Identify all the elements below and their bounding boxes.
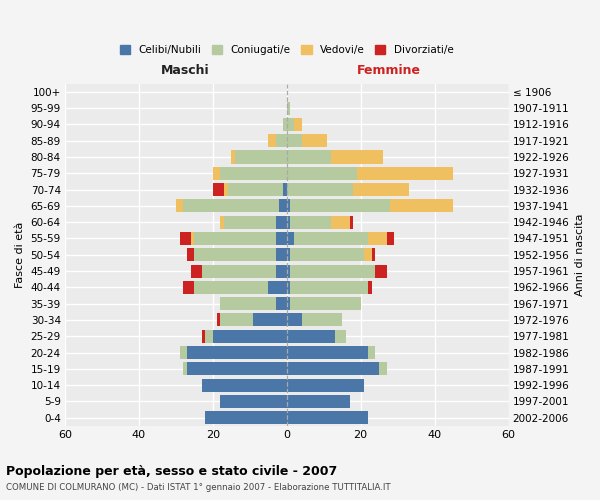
Text: Femmine: Femmine: [357, 64, 421, 77]
Bar: [372, 248, 376, 262]
Bar: [290, 281, 368, 294]
Bar: [287, 232, 294, 245]
Bar: [275, 248, 287, 262]
Bar: [287, 330, 335, 342]
Bar: [202, 378, 287, 392]
Text: Maschi: Maschi: [160, 64, 209, 77]
Bar: [187, 248, 194, 262]
Bar: [235, 150, 287, 164]
Bar: [213, 167, 220, 180]
Bar: [390, 200, 453, 212]
Bar: [202, 264, 275, 278]
Bar: [275, 297, 287, 310]
Bar: [205, 330, 213, 342]
Bar: [183, 281, 194, 294]
Bar: [191, 264, 202, 278]
Bar: [364, 248, 372, 262]
Bar: [290, 248, 364, 262]
Bar: [287, 248, 290, 262]
Bar: [287, 118, 294, 131]
Bar: [224, 183, 227, 196]
Bar: [205, 411, 287, 424]
Bar: [287, 362, 379, 376]
Bar: [232, 150, 235, 164]
Y-axis label: Anni di nascita: Anni di nascita: [575, 214, 585, 296]
Bar: [179, 232, 191, 245]
Bar: [183, 200, 280, 212]
Bar: [357, 167, 453, 180]
Bar: [194, 281, 268, 294]
Bar: [290, 200, 390, 212]
Bar: [268, 281, 287, 294]
Bar: [368, 281, 372, 294]
Bar: [187, 346, 287, 359]
Bar: [287, 411, 368, 424]
Bar: [183, 362, 187, 376]
Bar: [220, 297, 275, 310]
Bar: [287, 183, 353, 196]
Bar: [187, 362, 287, 376]
Bar: [287, 264, 290, 278]
Bar: [194, 248, 275, 262]
Bar: [220, 216, 224, 228]
Bar: [331, 150, 383, 164]
Bar: [287, 134, 302, 147]
Bar: [287, 150, 331, 164]
Bar: [220, 167, 287, 180]
Bar: [213, 183, 224, 196]
Text: COMUNE DI COLMURANO (MC) - Dati ISTAT 1° gennaio 2007 - Elaborazione TUTTITALIA.: COMUNE DI COLMURANO (MC) - Dati ISTAT 1°…: [6, 482, 391, 492]
Bar: [368, 232, 386, 245]
Legend: Celibi/Nubili, Coniugati/e, Vedovi/e, Divorziati/e: Celibi/Nubili, Coniugati/e, Vedovi/e, Di…: [116, 41, 458, 60]
Bar: [287, 346, 368, 359]
Bar: [179, 346, 187, 359]
Bar: [280, 200, 287, 212]
Bar: [287, 378, 364, 392]
Bar: [331, 216, 350, 228]
Bar: [287, 297, 290, 310]
Bar: [287, 167, 357, 180]
Bar: [287, 281, 290, 294]
Bar: [283, 118, 287, 131]
Bar: [294, 232, 368, 245]
Bar: [283, 183, 287, 196]
Y-axis label: Fasce di età: Fasce di età: [15, 222, 25, 288]
Bar: [220, 314, 253, 326]
Bar: [294, 118, 302, 131]
Bar: [335, 330, 346, 342]
Bar: [224, 216, 275, 228]
Bar: [213, 330, 287, 342]
Bar: [376, 264, 386, 278]
Bar: [194, 232, 275, 245]
Bar: [275, 216, 287, 228]
Bar: [191, 232, 194, 245]
Bar: [302, 314, 342, 326]
Text: Popolazione per età, sesso e stato civile - 2007: Popolazione per età, sesso e stato civil…: [6, 465, 337, 478]
Bar: [302, 134, 328, 147]
Bar: [253, 314, 287, 326]
Bar: [176, 200, 183, 212]
Bar: [290, 216, 331, 228]
Bar: [275, 232, 287, 245]
Bar: [287, 216, 290, 228]
Bar: [275, 264, 287, 278]
Bar: [275, 134, 287, 147]
Bar: [287, 102, 290, 114]
Bar: [290, 264, 376, 278]
Bar: [287, 314, 302, 326]
Bar: [353, 183, 409, 196]
Bar: [268, 134, 275, 147]
Bar: [379, 362, 386, 376]
Bar: [287, 200, 290, 212]
Bar: [202, 330, 205, 342]
Bar: [290, 297, 361, 310]
Bar: [350, 216, 353, 228]
Bar: [368, 346, 376, 359]
Bar: [386, 232, 394, 245]
Bar: [220, 395, 287, 408]
Bar: [287, 395, 350, 408]
Bar: [227, 183, 283, 196]
Bar: [217, 314, 220, 326]
